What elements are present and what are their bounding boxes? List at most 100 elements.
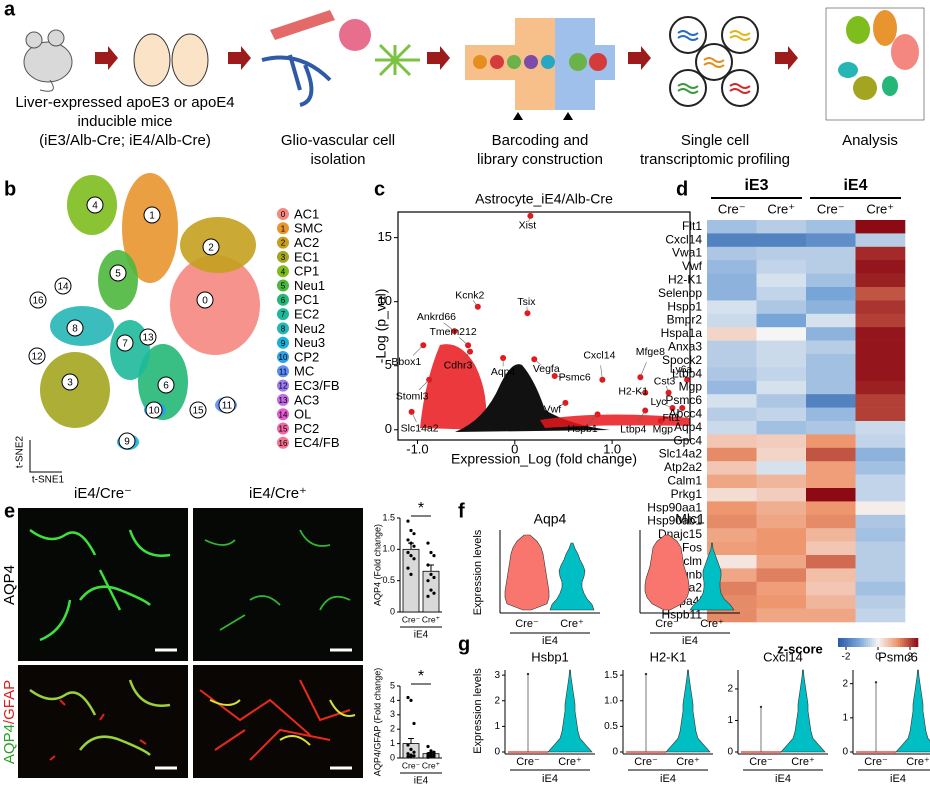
cluster-cloud <box>170 255 260 355</box>
heat-cell <box>806 367 856 382</box>
arrow <box>628 46 651 70</box>
y-tick-label: 0 <box>390 606 395 616</box>
sig-label: * <box>418 500 424 517</box>
row-label: AQP4/GFAP <box>1 680 18 764</box>
gene-label: H2-K1 <box>618 385 648 397</box>
data-point <box>426 579 430 583</box>
legend-name: PC2 <box>294 421 319 436</box>
gene-leader <box>683 373 688 380</box>
panel-label: a <box>4 0 16 20</box>
heat-cell <box>806 354 856 368</box>
heat-cell <box>707 434 757 449</box>
y-tick-label: 0.5 <box>604 721 618 732</box>
legend-name: AC2 <box>294 235 319 250</box>
legend-name: SMC <box>294 221 323 236</box>
y-tick-label: 10 <box>378 293 392 308</box>
pictograms <box>23 7 925 121</box>
legend-swatch <box>277 222 289 235</box>
heat-cell <box>806 287 856 301</box>
gene-leader <box>660 420 663 427</box>
heat-cell <box>756 421 807 435</box>
micrograph <box>193 508 363 661</box>
heat-cell <box>855 354 906 368</box>
heat-cell <box>707 220 757 234</box>
gene-leader <box>534 359 542 366</box>
group-label: iE4 <box>775 773 791 785</box>
data-point <box>409 698 413 703</box>
data-point <box>426 744 430 749</box>
gfap-signal <box>49 699 147 761</box>
library-circle <box>669 69 707 107</box>
bar <box>402 548 420 613</box>
cluster-number: 8 <box>72 324 78 335</box>
heat-cell <box>707 327 757 341</box>
legend-name: EC3/FB <box>294 378 340 393</box>
legend-name: AC1 <box>294 206 319 221</box>
smc-icon <box>270 10 335 40</box>
x-tick-label: 0 <box>511 441 518 456</box>
data-point <box>429 588 433 592</box>
heat-cell <box>806 380 856 395</box>
colorbar-step <box>896 638 899 647</box>
x-tick-label: Cre⁺ <box>560 618 584 630</box>
x-tick-label: Cre⁺ <box>422 614 440 624</box>
heat-cell <box>707 407 757 422</box>
legend-swatch <box>277 336 289 349</box>
y-tick-label: 3 <box>494 670 500 681</box>
cluster-cloud <box>110 320 150 380</box>
arrows <box>95 46 798 70</box>
legend-id: 0 <box>281 210 286 219</box>
gene-label: Hspb1 <box>667 299 702 313</box>
legend-id: 3 <box>281 253 286 262</box>
heat-cell <box>855 581 906 596</box>
legend-swatch <box>277 436 289 449</box>
wave <box>729 30 751 41</box>
gene-leader <box>640 362 647 378</box>
y-tick-label: 4 <box>390 695 395 705</box>
gene-label: Aqp4 <box>491 366 516 378</box>
astrocyte-icon <box>375 43 420 77</box>
data-point <box>412 754 416 758</box>
gene-label: Vwa1 <box>672 246 702 260</box>
y-tick-label: 0 <box>612 747 618 758</box>
cluster-badge <box>202 238 220 256</box>
gene-leader <box>412 345 424 356</box>
legend-id: 2 <box>281 239 286 248</box>
gene-label: Hspb1 <box>567 423 598 435</box>
heat-cell <box>806 260 856 274</box>
heat-cell <box>806 595 856 609</box>
gene-label: Bbox1 <box>391 356 421 368</box>
gene-leader <box>675 407 683 415</box>
y-tick-label: 1.0 <box>604 695 618 706</box>
data-point <box>412 532 416 536</box>
heat-cell <box>855 233 906 248</box>
data-point <box>406 550 410 555</box>
gene-label: Cxcl14 <box>583 350 615 362</box>
legend-id: 8 <box>281 325 286 334</box>
gene-label: Abcc4 <box>669 406 703 420</box>
legend-id: 15 <box>279 425 288 434</box>
y-tick-label: 5 <box>390 680 395 690</box>
heat-cell <box>855 340 906 355</box>
gene-leader <box>526 306 528 314</box>
data-point <box>432 575 436 580</box>
colorbar-step <box>852 638 855 647</box>
gene-label: Mfge8 <box>636 346 665 358</box>
plot-title: Psmc6 <box>878 649 918 664</box>
heat-cell <box>707 541 757 556</box>
image-header: iE4/Cre⁻ <box>74 485 132 502</box>
colorbar-step <box>886 638 889 647</box>
y-tick-label: 1.5 <box>382 512 395 522</box>
colorbar-step <box>842 638 845 647</box>
heat-cell <box>707 514 757 529</box>
gene-label: Flt1 <box>662 412 680 424</box>
x-tick-label: Cre⁻ <box>655 618 679 630</box>
heat-cell <box>806 447 856 462</box>
legend-name: PC1 <box>294 292 319 307</box>
cluster-number: 11 <box>222 401 233 412</box>
colorbar-step <box>848 638 851 647</box>
aqp4-signal <box>204 529 351 631</box>
heat-cell <box>707 394 757 408</box>
mouse-ear <box>47 29 65 47</box>
colorbar-step <box>864 638 867 647</box>
